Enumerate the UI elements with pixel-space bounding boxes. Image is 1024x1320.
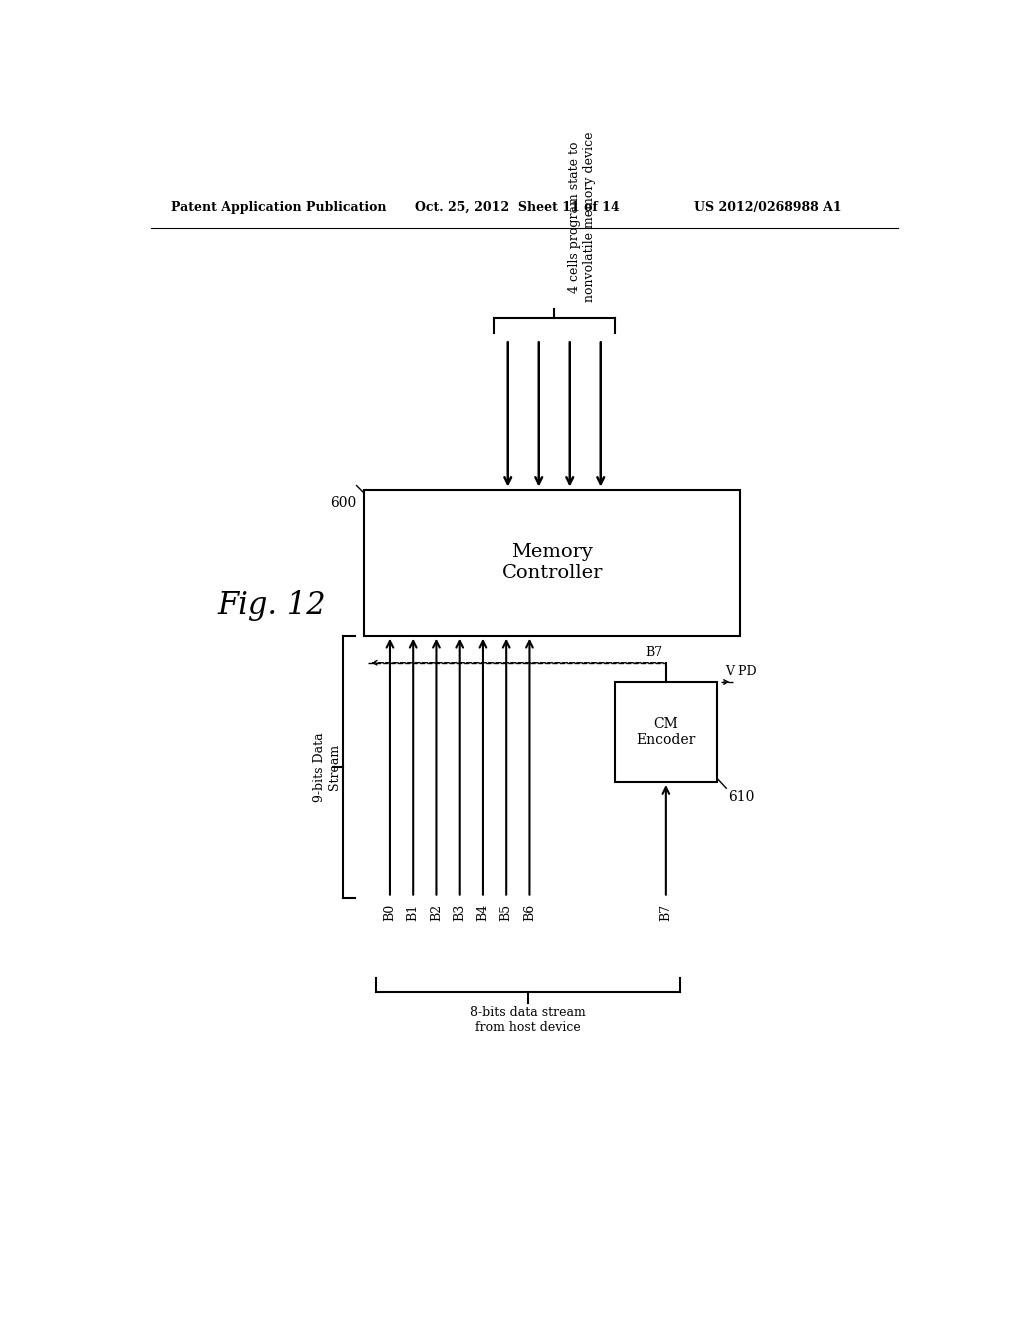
Text: B0: B0 bbox=[383, 904, 396, 921]
Text: CM
Encoder: CM Encoder bbox=[636, 717, 695, 747]
Text: B6: B6 bbox=[523, 904, 536, 921]
Text: B7: B7 bbox=[645, 645, 662, 659]
Text: B4: B4 bbox=[476, 904, 489, 921]
Text: 600: 600 bbox=[331, 496, 356, 510]
Text: B7: B7 bbox=[659, 904, 673, 921]
Text: B3: B3 bbox=[454, 904, 466, 921]
Text: 4 cells program state to
nonvolatile memory device: 4 cells program state to nonvolatile mem… bbox=[568, 132, 596, 302]
Text: B1: B1 bbox=[407, 904, 420, 921]
Text: 9-bits Data
Stream: 9-bits Data Stream bbox=[313, 731, 341, 801]
Text: B5: B5 bbox=[500, 904, 513, 921]
Text: 610: 610 bbox=[728, 789, 755, 804]
Text: B2: B2 bbox=[430, 904, 443, 921]
Text: Patent Application Publication: Patent Application Publication bbox=[171, 201, 386, 214]
Text: Fig. 12: Fig. 12 bbox=[217, 590, 326, 620]
Text: Oct. 25, 2012  Sheet 11 of 14: Oct. 25, 2012 Sheet 11 of 14 bbox=[415, 201, 620, 214]
Text: Memory
Controller: Memory Controller bbox=[502, 544, 603, 582]
Text: US 2012/0268988 A1: US 2012/0268988 A1 bbox=[693, 201, 842, 214]
Bar bbox=[614, 682, 717, 781]
Text: V PD: V PD bbox=[725, 665, 757, 678]
Bar bbox=[365, 490, 740, 636]
Text: 8-bits data stream
from host device: 8-bits data stream from host device bbox=[470, 1006, 586, 1034]
